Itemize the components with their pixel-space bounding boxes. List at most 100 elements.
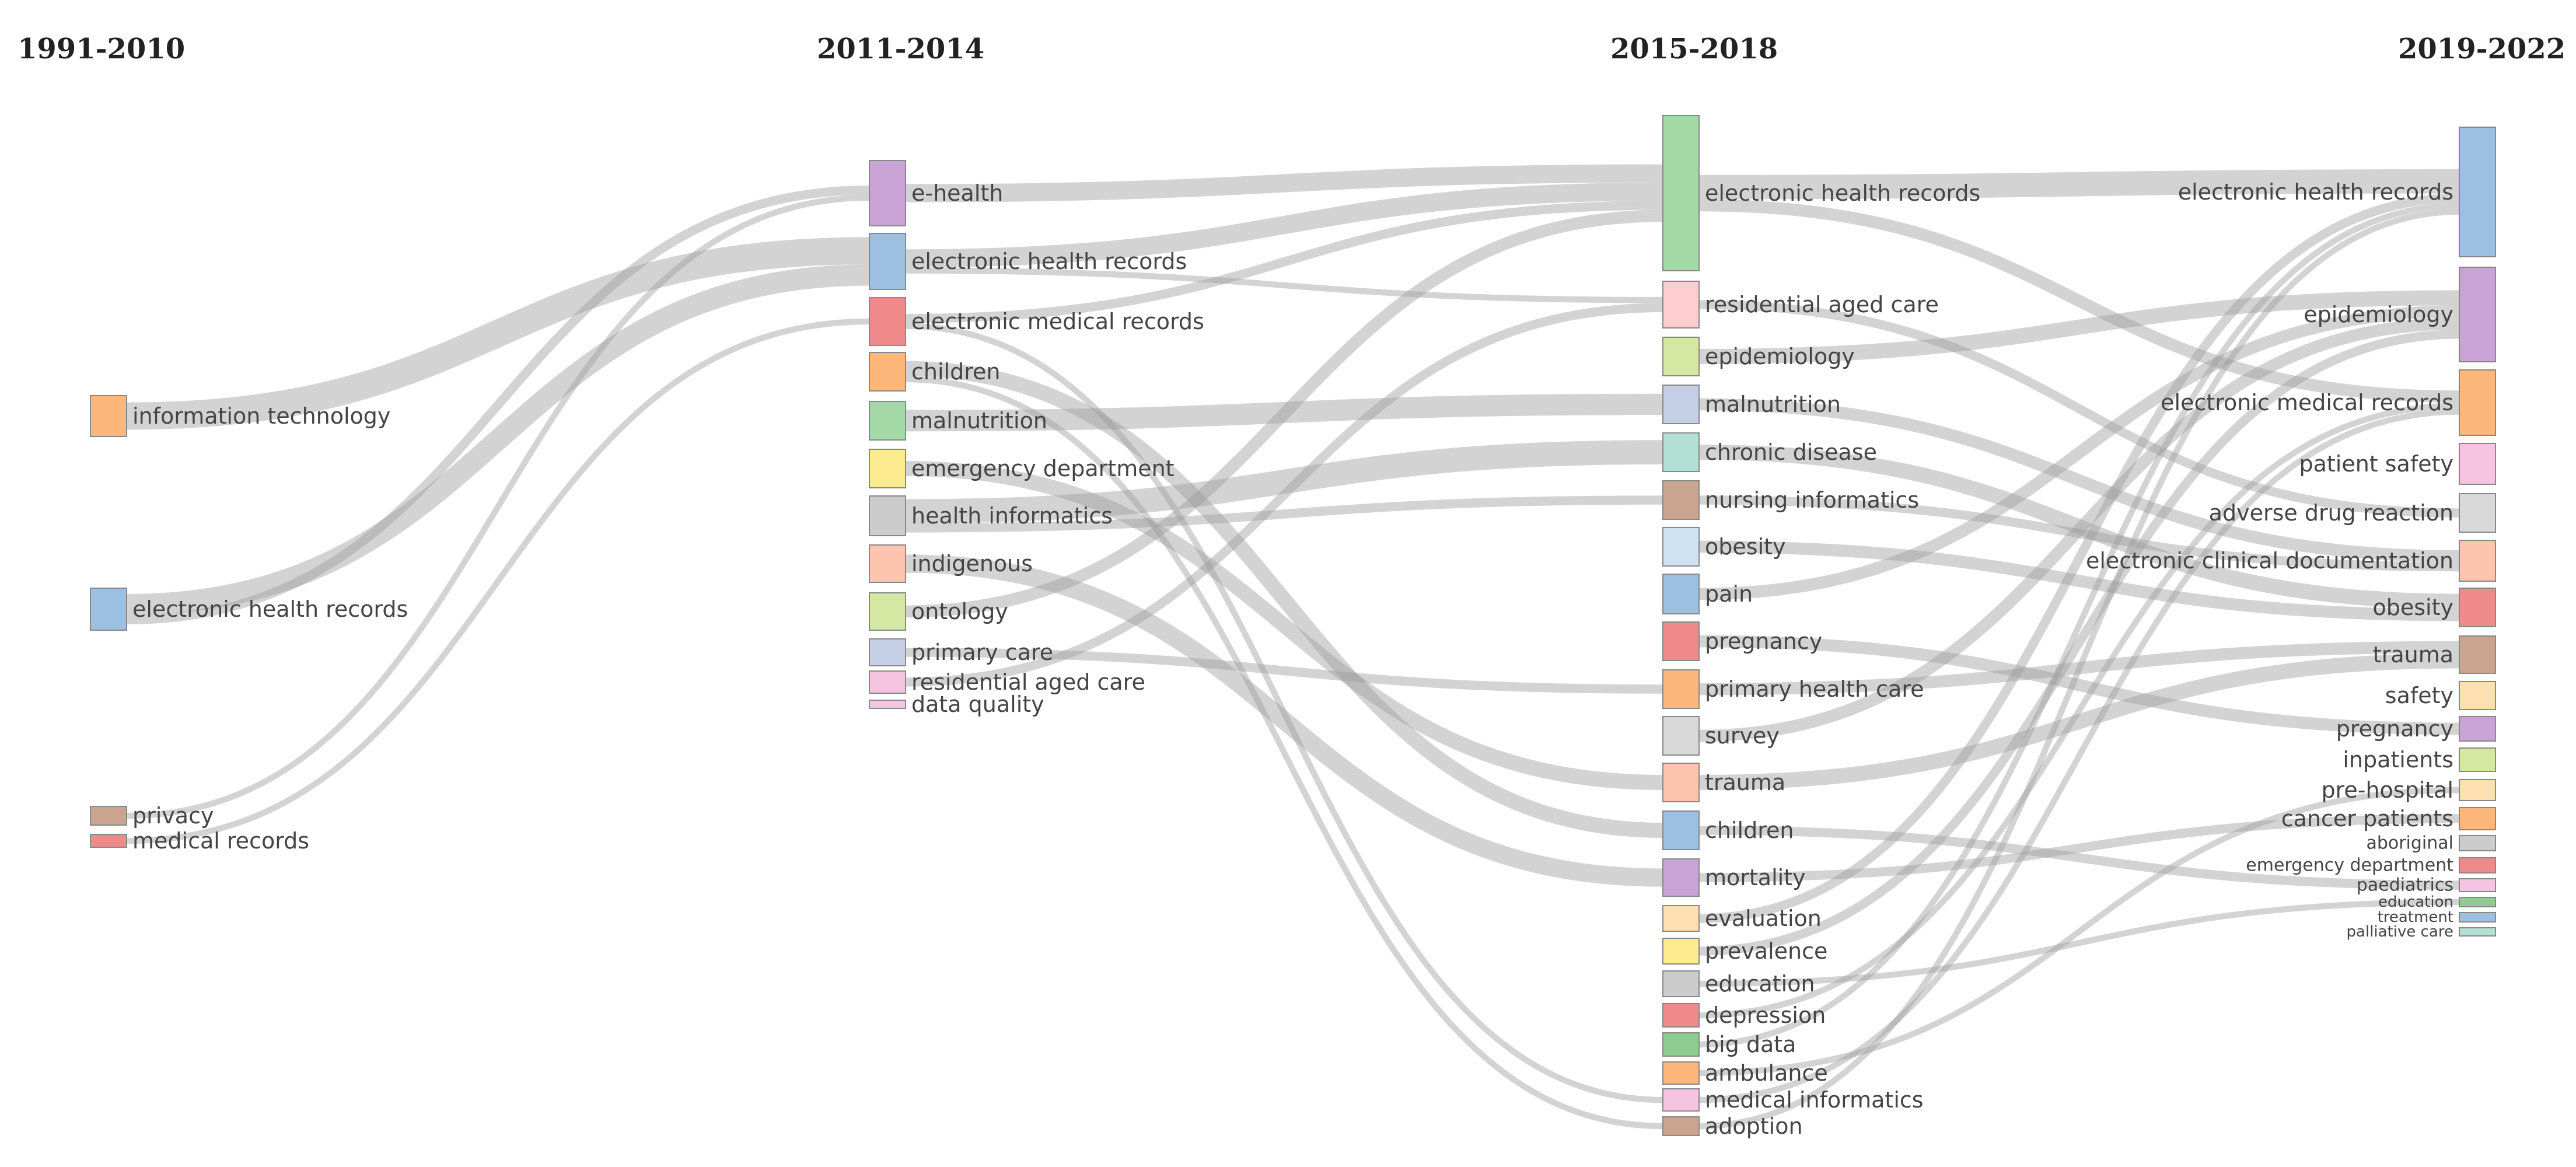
flow-link (905, 361, 1663, 838)
node-label: education (1705, 971, 1815, 997)
node: pregnancy (1662, 621, 1822, 661)
node-label: indigenous (911, 551, 1033, 576)
node-bar (869, 352, 906, 392)
node-bar (2459, 927, 2496, 937)
node: aboriginal (2366, 833, 2496, 854)
node: malnutrition (869, 401, 1047, 441)
node: mortality (1662, 858, 1806, 897)
node-bar (2459, 779, 2496, 801)
node-bar (869, 592, 906, 631)
flow-link (905, 440, 1663, 523)
node-bar (2459, 681, 2496, 710)
node-label: e-health (911, 180, 1003, 206)
node-bar (1662, 1116, 1700, 1136)
node-label: malnutrition (911, 408, 1047, 434)
node: malnutrition (1662, 385, 1841, 424)
node-label: residential aged care (911, 669, 1145, 695)
flow-link (905, 393, 1663, 432)
node-bar (2459, 878, 2496, 892)
node: primary health care (1662, 669, 1924, 709)
node-bar (1662, 938, 1700, 965)
node: electronic medical records (2161, 369, 2496, 436)
node-bar (90, 395, 127, 437)
period-title-3: 2019-2022 (2398, 33, 2565, 65)
flow-link (1698, 403, 2460, 1019)
node-bar (1662, 858, 1700, 897)
node-label: mortality (1705, 865, 1806, 890)
node-bar (2459, 588, 2496, 627)
node-label: residential aged care (1705, 292, 1939, 317)
node-bar (1662, 1003, 1700, 1028)
node: trauma (1662, 763, 1785, 802)
node: pre-hospital (2321, 777, 2496, 803)
flow-link (126, 318, 870, 844)
node: evaluation (1662, 905, 1822, 932)
node: residential aged care (869, 669, 1145, 695)
node: survey (1662, 716, 1780, 756)
node-bar (1662, 281, 1700, 329)
node-label: treatment (2378, 909, 2453, 926)
node-label: obesity (1705, 534, 1786, 560)
flow-link (905, 648, 1663, 694)
node-label: ambulance (1705, 1060, 1828, 1086)
flow-link (905, 267, 1663, 303)
node: adoption (1662, 1113, 1803, 1139)
flow-link (905, 201, 1663, 323)
node-bar (1662, 621, 1700, 661)
node-label: prevalence (1705, 938, 1827, 964)
node-label: data quality (911, 691, 1044, 717)
node: chronic disease (1662, 432, 1877, 472)
node-bar (1662, 527, 1700, 567)
node-bar (869, 160, 906, 226)
flow-link (1698, 495, 2460, 572)
node-bar (1662, 810, 1700, 850)
node: electronic medical records (869, 297, 1204, 346)
node-bar (2459, 267, 2496, 362)
node-label: pre-hospital (2321, 777, 2453, 803)
node: education (1662, 970, 1815, 997)
flow-link (905, 209, 1663, 618)
node-bar (869, 700, 906, 709)
flow-link (1698, 826, 2460, 890)
flow-link (1698, 330, 2460, 956)
node-bar (2459, 835, 2496, 851)
node: children (869, 352, 1000, 392)
flow-link (126, 264, 870, 616)
period-titles: 1991-2010 2011-2014 2015-2018 2019-2022 (18, 33, 2565, 65)
node-label: children (911, 359, 1000, 385)
flow-link (905, 164, 1663, 202)
node: education (2378, 893, 2496, 911)
flow-link (1698, 787, 2460, 1077)
node-bar (869, 544, 906, 583)
node-label: electronic health records (1705, 180, 1980, 206)
node: electronic health records (1662, 115, 1980, 271)
node-label: depression (1705, 1002, 1826, 1028)
node-bar (2459, 540, 2496, 582)
node-label: electronic health records (2178, 179, 2453, 205)
node-label: electronic health records (911, 249, 1187, 274)
flow-link (905, 303, 1663, 687)
flow-link (1698, 193, 2460, 923)
node: treatment (2378, 909, 2496, 926)
node: cancer patients (2281, 806, 2496, 831)
flow-link (905, 495, 1663, 533)
node: information technology (90, 395, 390, 437)
node: medical informatics (1662, 1087, 1924, 1113)
node-label: pregnancy (2336, 716, 2453, 742)
node: nursing informatics (1662, 480, 1919, 520)
node: medical records (90, 828, 309, 854)
node-bar (1662, 970, 1700, 997)
node-bar (90, 588, 127, 631)
node-bar (1662, 716, 1700, 756)
flow-link (905, 461, 1663, 790)
nodes-layer: information technology electronic health … (90, 115, 2496, 1139)
node-bar (1662, 115, 1700, 271)
flow-link (1698, 317, 2460, 742)
node-bar (2459, 912, 2496, 923)
node-bar (2459, 493, 2496, 533)
node: e-health (869, 160, 1003, 226)
period-title-1: 2011-2014 (817, 33, 984, 65)
node: big data (1662, 1032, 1796, 1057)
node-bar (1662, 385, 1700, 424)
node: inpatients (2343, 747, 2496, 773)
